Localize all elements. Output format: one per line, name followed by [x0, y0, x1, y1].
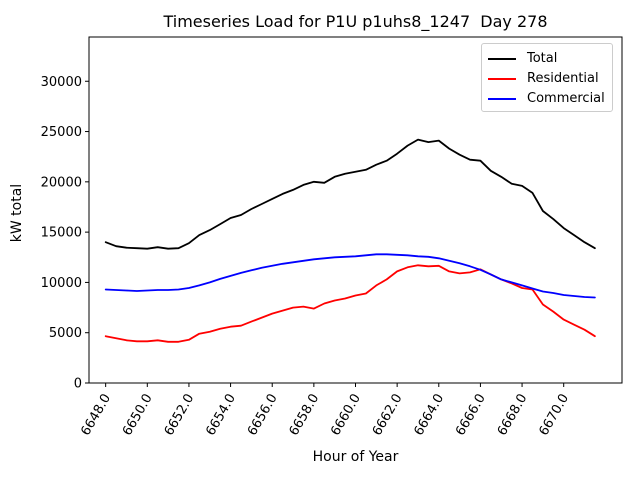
x-tick-label: 6670.0 [536, 392, 572, 439]
x-tick-label: 6654.0 [203, 392, 239, 439]
y-tick-label: 5000 [49, 326, 82, 341]
legend-label-residential: Residential [527, 71, 599, 86]
x-tick-label: 6652.0 [162, 392, 198, 439]
x-tick-label: 6660.0 [328, 392, 364, 439]
legend-item-commercial: Commercial [482, 89, 612, 109]
chart-title: Timeseries Load for P1U p1uhs8_1247 Day … [163, 12, 548, 31]
legend: Total Residential Commercial [481, 43, 613, 112]
y-tick-label: 20000 [41, 175, 82, 190]
legend-line-commercial-icon [488, 98, 516, 100]
legend-line-total-icon [488, 58, 516, 60]
x-tick-label: 6656.0 [245, 392, 281, 439]
x-tick-label: 6668.0 [495, 392, 531, 439]
series-line-commercial [104, 253, 596, 299]
y-tick-label: 15000 [41, 226, 82, 241]
y-tick-label: 0 [74, 377, 82, 392]
legend-item-total: Total [482, 49, 612, 69]
series-line-total [104, 138, 596, 250]
x-tick-label: 6658.0 [287, 392, 323, 439]
legend-label-total: Total [527, 51, 558, 66]
series-line-residential [104, 264, 596, 343]
legend-item-residential: Residential [482, 69, 612, 89]
legend-label-commercial: Commercial [527, 91, 605, 106]
x-tick-label: 6666.0 [453, 392, 489, 439]
x-tick-label: 6648.0 [78, 392, 114, 439]
legend-line-residential-icon [488, 78, 516, 80]
x-tick-label: 6650.0 [120, 392, 156, 439]
x-axis-label: Hour of Year [312, 449, 399, 465]
y-tick-label: 25000 [41, 125, 82, 140]
y-tick-label: 30000 [41, 75, 82, 90]
x-tick-label: 6664.0 [412, 392, 448, 439]
y-tick-label: 10000 [41, 276, 82, 291]
x-tick-label: 6662.0 [370, 392, 406, 439]
